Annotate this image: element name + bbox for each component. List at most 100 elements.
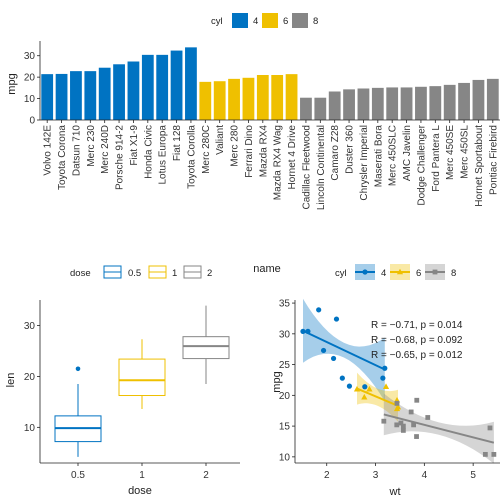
bar-honda-civic [141,54,154,120]
bar-merc-450slc [386,87,399,120]
bar-amc-javelin [400,87,413,120]
bar-duster-360 [343,89,355,120]
bar-x-tick-label: Honda Civic [143,125,154,179]
scatter-legend-label-8: 8 [451,268,456,279]
bar-x-tick-label: Porsche 914-2 [115,125,126,190]
scatter-annotation-8: R = −0.65, p = 0.012 [371,350,463,361]
scatter-y-tick-label: 15 [279,422,291,433]
box-legend-title: dose [70,268,91,279]
scatter-point-4 [339,375,345,381]
bar-merc-450sl [458,82,470,120]
bar-x-tick-label: Maserati Bora [373,125,384,188]
bar-merc-230 [84,71,97,120]
bar-x-tick-label: Duster 360 [345,125,356,174]
scatter-fit-line-6 [356,387,399,407]
scatter-point-8 [414,397,420,403]
scatter-point-6 [382,383,390,390]
bar-x-tick-label: Merc 450SL [460,125,471,179]
scatter-point-8 [398,420,404,426]
bar-dodge-challenger [415,86,427,120]
scatter-annotation-6: R = −0.68, p = 0.092 [371,335,463,346]
scatter-point-4 [305,328,311,334]
scatter-panel: cyl 4 6 8 2 3 4 5 10 15 20 25 30 35 R = −0.71, p … [271,264,500,498]
bar-y-tick-label: 30 [24,51,36,62]
bar-x-tick-label: Volvo 142E [43,125,54,176]
scatter-point-8 [408,409,414,415]
bar-legend-key-4 [232,13,248,28]
bar-maserati-bora [371,87,384,120]
scatter-legend-key-shape-4 [362,269,368,275]
bar-chrysler-imperial [357,88,370,120]
bar-merc-240d [98,67,111,120]
bar-x-tick-label: Toyota Corona [57,125,68,190]
scatter-point-4 [362,384,368,390]
bar-x-tick-label: Merc 240D [100,125,111,174]
bar-x-tick-label: Ferrari Dino [244,125,255,178]
scatter-point-4 [346,383,353,389]
box-y-tick-label: 20 [24,372,36,383]
scatter-legend: cyl 4 6 8 [335,264,456,280]
bar-valiant [213,81,226,120]
bar-x-tick-label: Dodge Challenger [416,124,427,205]
scatter-point-8 [482,451,488,457]
box-legend-label-2: 2 [207,268,212,279]
bar-toyota-corolla [185,47,197,120]
scatter-legend-title: cyl [335,268,347,279]
bar-x-axis-title: name [253,263,281,275]
scatter-point-8 [400,428,406,433]
bar-x-tick-label: Merc 280C [201,125,212,174]
scatter-legend-label-6: 6 [416,268,421,279]
box-x-tick-label: 1 [139,470,145,481]
bar-x-tick-label: Cadillac Fleetwood [301,125,312,210]
bar-x-tick-label: Lincoln Continental [316,125,327,210]
box-x-tick-label: 0.5 [71,470,85,481]
scatter-point-8 [487,425,493,431]
bar-toyota-corona [55,73,68,120]
bar-x-tick-label: Merc 280 [230,125,241,167]
bar-marks [41,47,499,121]
bar-x-tick-label: Camaro Z28 [330,125,341,181]
scatter-y-tick-label: 20 [279,391,291,402]
bar-legend-label-4: 4 [253,16,258,27]
box-marks [54,305,230,457]
bar-ferrari-dino [242,77,255,120]
scatter-marks [300,298,497,464]
scatter-point-4 [316,307,322,313]
bar-x-tick-label: Toyota Corolla [186,125,197,189]
scatter-legend-key-shape-6 [396,268,404,275]
bar-mazda-rx4 [256,75,269,120]
bar-y-tick-label: 0 [29,116,35,127]
bar-lincoln-continental [314,97,327,120]
bar-lotus-europa [156,54,169,120]
bar-x-tick-label: Lotus Europa [158,125,169,185]
bar-x-tick-label: Datsun 710 [71,125,82,177]
scatter-point-8 [400,423,406,429]
bar-merc-280c [199,81,212,120]
box-axes: 0.5 1 2 10 20 30 [24,300,240,481]
bar-hornet-4-drive [285,74,298,120]
box-y-tick-label: 30 [24,321,36,332]
bar-x-tick-label: Fiat 128 [172,125,183,162]
scatter-fit-line-8 [383,413,495,444]
bar-legend-label-8: 8 [313,16,318,27]
bar-x-tick-label: Merc 450SE [445,125,456,180]
bar-x-tick-label: Merc 450SLC [388,125,399,186]
bar-x-tick-label: Fiat X1-9 [129,125,140,166]
bar-merc-280 [228,78,240,120]
scatter-point-4 [320,347,327,354]
scatter-legend-label-4: 4 [381,268,386,279]
scatter-point-6 [366,385,373,392]
bar-x-tick-label: Mazda RX4 [258,125,269,178]
bar-fiat-x1-9 [127,61,140,120]
bar-hornet-sportabout [472,79,485,120]
scatter-point-8 [394,422,400,428]
box-x-axis-title: dose [128,485,152,497]
box-legend-label-1: 1 [172,268,177,279]
bar-chart-panel: cyl 4 6 8 Volvo 142E Toyota Corona Datsun … [6,13,500,275]
box-body-2 [182,336,230,360]
bar-fiat-128 [170,50,183,121]
bar-y-axis-title: mpg [6,73,18,94]
scatter-point-4 [333,316,340,322]
bar-x-tick-label: Mazda RX4 Wag [273,125,284,200]
